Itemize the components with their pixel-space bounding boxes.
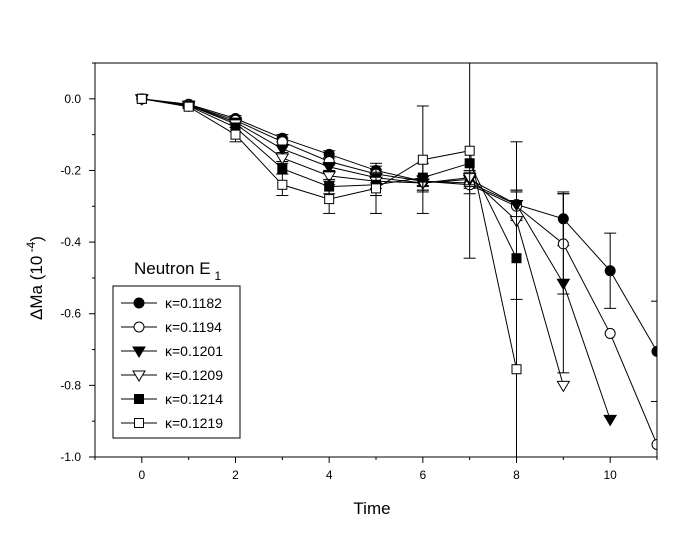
data-point	[603, 414, 618, 427]
svg-text:ΔMa (10 -4): ΔMa (10 -4)	[24, 236, 46, 320]
annotation-sub: 1	[215, 269, 222, 283]
data-point	[417, 154, 428, 165]
legend-label: κ=0.1219	[165, 415, 223, 431]
data-point	[275, 153, 290, 165]
x-tick-label: 10	[603, 468, 617, 482]
legend-label: κ=0.1194	[165, 319, 222, 335]
data-point	[604, 265, 616, 277]
series-5	[136, 63, 523, 457]
data-point	[651, 438, 657, 450]
data-point	[556, 278, 571, 291]
data-point	[604, 327, 616, 339]
x-axis-label: Time	[353, 499, 390, 518]
y-tick-label: -0.8	[60, 378, 81, 392]
legend-label: κ=0.1182	[165, 295, 222, 311]
legend-item: κ=0.1219	[121, 415, 223, 431]
data-point	[464, 145, 475, 156]
legend-label: κ=0.1214	[165, 391, 223, 407]
legend-item: κ=0.1182	[121, 295, 222, 311]
y-tick-label: -0.6	[60, 307, 81, 321]
legend-box	[112, 285, 241, 439]
legend-item: κ=0.1201	[121, 343, 223, 359]
data-point	[277, 179, 288, 190]
legend-marker	[134, 418, 144, 428]
axes: 0 2 4 6 8 10 0.0 -0.2 -0.4 -0.6 -0.8 -1.0	[60, 62, 658, 482]
series-line	[141, 98, 657, 352]
legend-item: κ=0.1209	[121, 367, 223, 383]
legend-marker	[133, 297, 145, 309]
legend-marker	[132, 346, 146, 358]
legend-item: κ=0.1194	[121, 319, 222, 335]
x-tick-label: 2	[232, 468, 239, 482]
data-point	[183, 101, 194, 112]
legend-label: κ=0.1201	[165, 343, 223, 359]
y-axis-label-exponent: -4	[24, 241, 38, 255]
y-tick-label: 0.0	[64, 92, 81, 106]
plot-area	[134, 63, 657, 457]
y-tick-label: -0.2	[60, 163, 81, 177]
y-tick-label: -1.0	[60, 450, 81, 464]
x-tick-label: 6	[419, 468, 426, 482]
data-point	[324, 194, 335, 205]
data-point	[556, 380, 571, 393]
data-point	[275, 144, 290, 156]
legend: κ=0.1182 κ=0.1194 κ=0.1201 κ=0.1209 κ=0.1214…	[112, 285, 241, 439]
data-point	[371, 183, 381, 194]
data-point	[322, 162, 337, 174]
data-point	[511, 364, 522, 375]
x-tick-label: 8	[513, 468, 520, 482]
legend-marker	[133, 321, 145, 333]
series-line	[141, 98, 564, 386]
x-tick-label: 4	[326, 468, 333, 482]
legend-marker	[132, 370, 146, 382]
y-tick-label: -0.4	[60, 235, 81, 249]
legend-item: κ=0.1214	[121, 391, 223, 407]
data-point	[651, 345, 657, 357]
data-point	[322, 171, 337, 183]
y-axis-label-suffix: )	[27, 236, 46, 242]
series-line	[141, 98, 657, 445]
x-tick-label: 0	[138, 468, 145, 482]
legend-marker	[134, 394, 144, 404]
data-point	[136, 93, 147, 104]
data-point	[230, 129, 241, 140]
y-axis-label-prefix: ΔMa (10	[27, 256, 46, 320]
y-axis-label: ΔMa (10 -4)	[24, 236, 46, 320]
annotation: Neutron E 1	[134, 259, 222, 283]
annotation-main: Neutron E	[134, 259, 211, 278]
data-point	[277, 163, 288, 174]
legend-label: κ=0.1209	[165, 367, 223, 383]
